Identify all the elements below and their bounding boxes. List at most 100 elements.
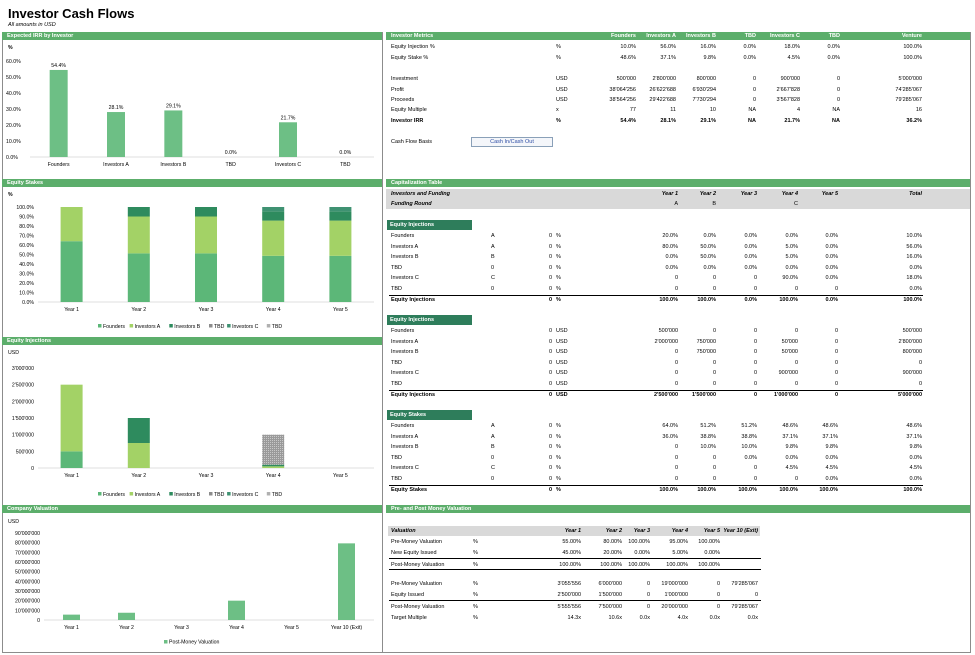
cap-row-round: A xyxy=(491,423,495,429)
metrics-row: Proceeds USD 38'564'256 29'422'688 7'730'294… xyxy=(0,95,975,105)
metrics-cell: 0 xyxy=(752,76,756,82)
injections-legend-label: TBD xyxy=(272,492,283,498)
injections-bar-segment xyxy=(262,434,285,465)
cap-row-count: 0 xyxy=(548,359,552,366)
metrics-cell: 100.0% xyxy=(903,55,922,61)
cap-row-unit: % xyxy=(556,243,561,250)
stakes-bar-segment xyxy=(127,253,150,302)
cash-flow-basis-dropdown[interactable]: Cash In/Cash Out xyxy=(471,137,553,147)
cap-row: Investors A A 0% 36.0% 38.8% 38.8% 37.1% 37.1% 3… xyxy=(0,432,975,442)
valuation-category-label: Year 2 xyxy=(119,625,134,631)
cap-row-label: Investors B xyxy=(391,254,419,260)
cap-cell: 0 xyxy=(712,285,716,292)
cap-cell: 0 xyxy=(918,359,922,366)
stakes-ytick-label: 70.0% xyxy=(19,234,34,240)
metrics-cell: 11 xyxy=(670,107,676,113)
metrics-cell: NA xyxy=(748,118,756,124)
cap-row-label: TBD xyxy=(391,454,402,461)
prepost-cell: 0 xyxy=(716,604,720,610)
cap-total-cell: 100.0% xyxy=(697,297,716,303)
metrics-cell: NA xyxy=(832,107,840,113)
metrics-cell: 2'800'000 xyxy=(652,76,676,82)
stakes-ytick-label: 60.0% xyxy=(19,243,34,249)
metrics-row: Investment USD 500'000 2'800'000 800'000 0 900… xyxy=(0,74,975,84)
cap-cell: 800'000 xyxy=(902,349,922,355)
prepost-cell: 14.3x xyxy=(567,615,581,621)
irr-category-label: Investors B xyxy=(160,162,186,168)
prepost-row-label: Pre-Money Valuation xyxy=(391,539,442,545)
prepost-cell: 0 xyxy=(716,581,720,587)
prepost-cell: 100.00% xyxy=(628,539,650,545)
cap-row-unit: USD xyxy=(556,380,568,387)
cap-row-label: Investors C xyxy=(391,370,419,376)
cap-cell: 0 xyxy=(753,328,757,334)
stakes-category-label: Year 4 xyxy=(266,307,281,313)
metrics-cell: 0 xyxy=(836,87,840,93)
stakes-unit-label: % xyxy=(8,192,13,198)
cap-row-count: 0 xyxy=(548,233,552,239)
band-prepost: Pre- and Post Money Valuation xyxy=(386,505,970,513)
cap-cell: 0 xyxy=(674,465,678,471)
injections-category-label: Year 5 xyxy=(333,473,348,479)
metrics-row-unit: % xyxy=(556,44,561,50)
cap-total-rule xyxy=(389,389,923,391)
stakes-legend-swatch xyxy=(98,324,102,328)
cap-row-round: 0 xyxy=(491,285,495,292)
irr-ytick-label: 30.0% xyxy=(6,107,21,113)
metrics-row-label: Investment xyxy=(391,76,418,82)
cap-cell: 9.8% xyxy=(909,444,922,450)
metrics-header-cell: TBD xyxy=(744,33,756,39)
cap-cell: 0 xyxy=(753,465,757,471)
valuation-ytick-label: 70'000'000 xyxy=(15,550,40,556)
cap-row-label: TBD xyxy=(391,380,402,387)
cap-cell: 48.6% xyxy=(782,423,798,429)
cap-cell: 50.0% xyxy=(700,243,716,250)
irr-data-label: 0.0% xyxy=(339,150,351,156)
irr-data-label: 28.1% xyxy=(109,105,124,111)
prepost-rule xyxy=(389,558,761,559)
metrics-cell: 0 xyxy=(836,76,840,82)
prepost-row: New Equity Issued% 45.00% 20.00% 0.00% 5.00%… xyxy=(0,548,975,558)
stakes-ytick-label: 80.0% xyxy=(19,224,34,230)
irr-ytick-label: 20.0% xyxy=(6,123,21,129)
cap-cell: 0.0% xyxy=(744,243,757,250)
cap-row-unit: % xyxy=(556,264,561,271)
cap-cell: 5.0% xyxy=(785,254,798,260)
injections-ytick-label: 500'000 xyxy=(16,449,34,455)
prepost-row-unit: % xyxy=(473,581,478,587)
prepost-row-label: Target Multiple xyxy=(391,615,427,621)
cap-cell: 0 xyxy=(794,328,798,334)
cap-cell: 0 xyxy=(674,359,678,366)
cap-row-label: Investors B xyxy=(391,349,419,355)
cap-cell: 0 xyxy=(834,328,838,334)
stakes-chart: % 0.0% 10.0% 20.0% 30.0% 40.0% 50.0% 60.0% 70.0%… xyxy=(2,188,382,333)
cap-row-count: 0 xyxy=(548,380,552,387)
irr-data-label: 29.1% xyxy=(166,103,181,109)
cap-cell: 48.6% xyxy=(822,423,838,429)
injections-legend-label: Investors B xyxy=(174,492,200,498)
cap-row-unit: USD xyxy=(556,349,568,355)
cap-cell: 0 xyxy=(674,475,678,482)
metrics-cell: 0.0% xyxy=(743,44,756,50)
cash-flow-basis-label: Cash Flow Basis xyxy=(391,139,432,145)
divider-vertical xyxy=(382,32,383,653)
cap-cell: 0 xyxy=(674,444,678,450)
prepost-cell: 10.6x xyxy=(608,615,622,621)
metrics-cell: 0 xyxy=(752,87,756,93)
cap-row-round: B xyxy=(491,254,495,260)
injections-legend-label: Investors C xyxy=(232,492,258,498)
prepost-row: Pre-Money Valuation% 3'055'556 6'000'000 0 1… xyxy=(0,579,975,589)
cap-row-unit: % xyxy=(556,275,561,281)
cap-row-label: Founders xyxy=(391,423,415,429)
cap-row-unit: % xyxy=(556,475,561,482)
page-subtitle: All amounts in USD xyxy=(8,22,56,28)
cap-cell: 50'000 xyxy=(781,349,798,355)
band-injections: Equity Injections xyxy=(2,337,382,345)
cap-row-label: Founders xyxy=(391,233,415,239)
cap-cell: 0 xyxy=(753,475,757,482)
cap-row-round: A xyxy=(491,243,495,250)
cap-funding-round-cell: B xyxy=(712,201,716,207)
metrics-cell: 10.0% xyxy=(620,44,636,50)
cap-row-label: Investors C xyxy=(391,275,419,281)
band-valuation: Company Valuation xyxy=(2,505,382,513)
